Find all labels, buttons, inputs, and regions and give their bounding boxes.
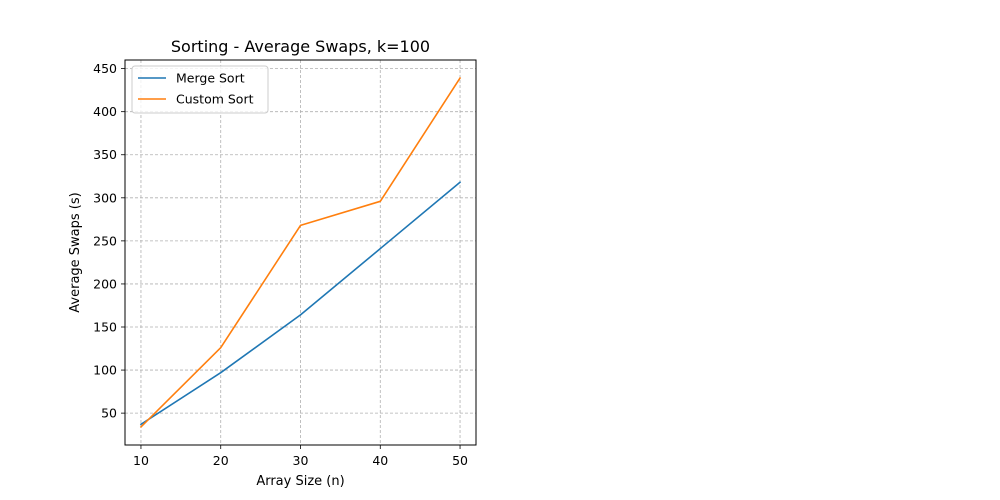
grid xyxy=(125,60,476,445)
y-tick-label: 400 xyxy=(93,104,117,119)
legend-label-merge-sort: Merge Sort xyxy=(176,71,245,86)
series-lines xyxy=(139,76,462,429)
chart-title: Sorting - Average Swaps, k=100 xyxy=(171,37,430,56)
y-axis-ticks: 50 100 150 200 250 300 350 400 450 xyxy=(93,61,125,421)
x-axis-ticks: 10 20 30 40 50 xyxy=(133,445,468,468)
legend: Merge Sort Custom Sort xyxy=(131,65,269,114)
x-tick-label: 40 xyxy=(372,453,388,468)
x-tick-label: 10 xyxy=(133,453,149,468)
x-tick-label: 50 xyxy=(452,453,468,468)
y-tick-label: 450 xyxy=(93,61,117,76)
y-tick-label: 100 xyxy=(93,363,117,378)
y-tick-label: 50 xyxy=(101,406,117,421)
x-tick-label: 30 xyxy=(293,453,309,468)
x-tick-label: 20 xyxy=(213,453,229,468)
x-axis-label: Array Size (n) xyxy=(256,474,344,489)
y-tick-label: 150 xyxy=(93,320,117,335)
y-axis-label: Average Swaps (s) xyxy=(68,192,83,312)
y-tick-label: 350 xyxy=(93,147,117,162)
y-tick-label: 250 xyxy=(93,233,117,248)
series-line-merge-sort xyxy=(139,181,462,426)
y-tick-label: 200 xyxy=(93,276,117,291)
legend-label-custom-sort: Custom Sort xyxy=(176,92,254,107)
y-tick-label: 300 xyxy=(93,190,117,205)
series-line-custom-sort xyxy=(139,76,462,429)
